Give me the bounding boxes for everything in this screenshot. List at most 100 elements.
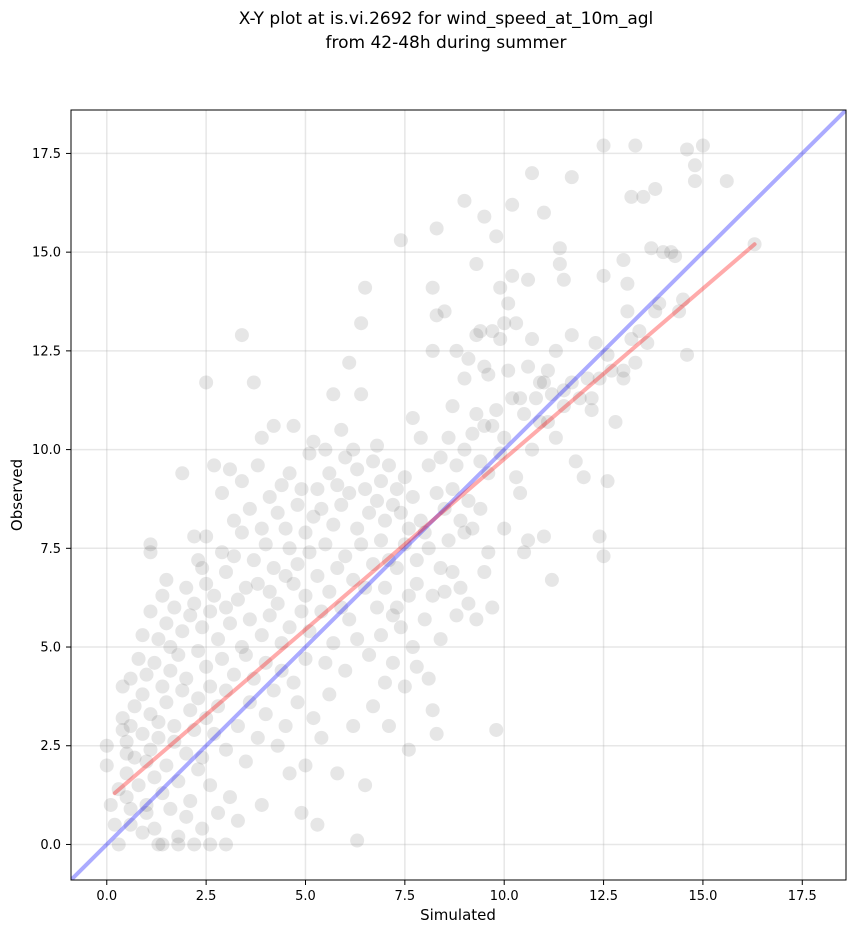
data-point <box>151 730 166 745</box>
data-point <box>314 501 329 516</box>
data-point <box>469 612 484 627</box>
data-point <box>366 699 381 714</box>
y-axis-ticks: 0.0 2.5 5.0 7.5 10.0 12.5 15.0 17.5 <box>32 147 71 853</box>
data-point <box>421 541 436 556</box>
data-point <box>171 837 186 852</box>
data-point <box>672 304 687 319</box>
data-point <box>429 726 444 741</box>
data-point <box>286 576 301 591</box>
data-point <box>234 474 249 489</box>
data-point <box>600 347 615 362</box>
data-point <box>211 699 226 714</box>
x-tick-label: 7.5 <box>395 889 416 904</box>
data-point <box>222 462 237 477</box>
data-point <box>163 640 178 655</box>
data-point <box>139 797 154 812</box>
data-point <box>211 632 226 647</box>
data-point <box>179 746 194 761</box>
data-point <box>413 430 428 445</box>
data-point <box>163 801 178 816</box>
data-point <box>417 612 432 627</box>
data-point <box>485 418 500 433</box>
data-point <box>135 628 150 643</box>
data-point <box>517 407 532 422</box>
data-point <box>294 604 309 619</box>
data-point <box>286 675 301 690</box>
data-point <box>282 541 297 556</box>
data-point <box>385 497 400 512</box>
data-point <box>381 719 396 733</box>
x-axis-label: Simulated <box>420 906 496 924</box>
data-point <box>393 233 408 248</box>
data-point <box>381 553 396 568</box>
data-point <box>656 245 671 260</box>
y-axis-label: Observed <box>8 459 26 531</box>
data-point <box>544 387 559 402</box>
data-point <box>572 391 587 406</box>
data-point <box>457 442 472 457</box>
data-point <box>282 466 297 481</box>
data-point <box>151 837 166 852</box>
data-point <box>131 651 146 666</box>
data-point <box>238 754 253 769</box>
data-point <box>123 719 138 733</box>
data-point <box>250 730 265 745</box>
x-axis-ticks: 0.0 2.5 5.0 7.5 10.0 12.5 15.0 17.5 <box>96 880 817 904</box>
data-point <box>111 837 126 852</box>
data-point <box>278 719 293 733</box>
data-point <box>525 442 540 457</box>
data-point <box>215 486 230 501</box>
data-point <box>155 786 170 801</box>
data-point <box>441 430 456 445</box>
data-point <box>290 557 305 572</box>
data-point <box>254 521 269 536</box>
x-tick-label: 5.0 <box>295 889 316 904</box>
x-tick-label: 15.0 <box>688 889 717 904</box>
data-point <box>115 722 130 737</box>
data-point <box>584 391 599 406</box>
data-point <box>191 553 206 568</box>
data-point <box>401 521 416 536</box>
data-point <box>584 403 599 418</box>
data-point <box>389 482 404 497</box>
data-point <box>266 683 281 698</box>
data-point <box>469 328 484 343</box>
data-point <box>187 596 202 611</box>
data-point <box>421 671 436 686</box>
data-point <box>274 478 289 493</box>
data-point <box>167 600 182 615</box>
data-point <box>222 616 237 631</box>
data-point <box>318 537 333 552</box>
data-point <box>159 695 174 710</box>
data-point <box>346 442 361 457</box>
data-point <box>596 549 611 564</box>
data-point <box>242 501 257 516</box>
data-point <box>119 766 134 781</box>
data-point <box>163 663 178 678</box>
x-tick-label: 2.5 <box>196 889 217 904</box>
data-point <box>358 482 373 497</box>
data-point <box>207 726 222 741</box>
data-point <box>326 517 341 532</box>
data-point <box>346 719 361 733</box>
data-point <box>493 446 508 461</box>
data-point <box>425 343 440 358</box>
data-point <box>350 521 365 536</box>
data-point <box>115 711 130 726</box>
data-point <box>441 533 456 548</box>
data-point <box>381 458 396 473</box>
data-point <box>362 505 377 520</box>
data-point <box>258 707 273 722</box>
y-tick-label: 17.5 <box>32 147 61 162</box>
data-point <box>687 174 702 189</box>
data-point <box>358 580 373 595</box>
data-point <box>262 489 277 504</box>
data-point <box>409 553 424 568</box>
data-point <box>167 734 182 749</box>
data-point <box>521 533 536 548</box>
data-point <box>278 521 293 536</box>
data-point <box>143 707 158 722</box>
data-point <box>532 375 547 390</box>
data-point <box>556 399 571 414</box>
data-point <box>628 355 643 370</box>
